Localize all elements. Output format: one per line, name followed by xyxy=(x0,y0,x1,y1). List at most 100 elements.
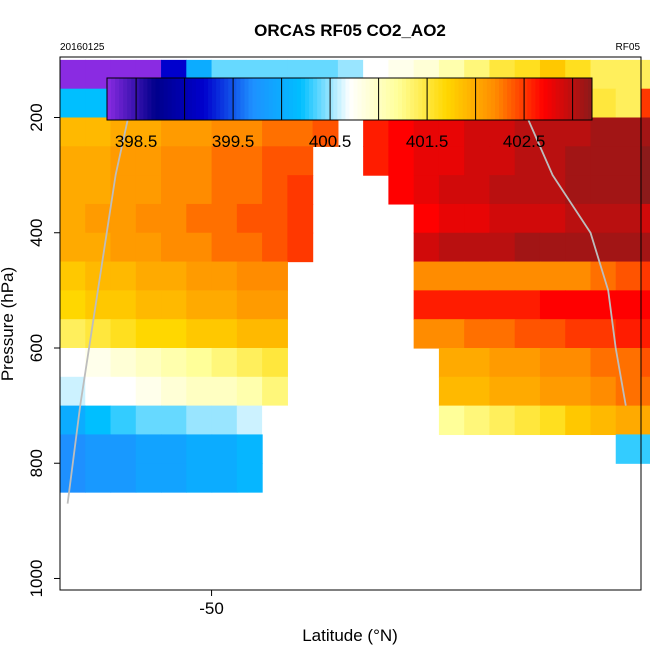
heatmap-cell xyxy=(464,405,491,436)
heatmap-cell xyxy=(211,290,238,320)
colorbar: 398.5 399.5 400.5 401.5 402.5 xyxy=(106,77,593,151)
heatmap-cell xyxy=(565,232,592,263)
heatmap-cell xyxy=(85,434,112,464)
heatmap-cell xyxy=(590,59,617,90)
heatmap-cell xyxy=(85,405,112,436)
heatmap-cell xyxy=(110,405,137,436)
heatmap-cell xyxy=(590,117,617,147)
heatmap-cell xyxy=(615,434,642,464)
heatmap-cell xyxy=(641,261,650,291)
heatmap-cell xyxy=(590,405,617,436)
colorbar-segment xyxy=(240,78,245,120)
colorbar-segment xyxy=(131,78,136,120)
heatmap-cell xyxy=(262,146,288,176)
colorbar-segment xyxy=(252,78,258,120)
colorbar-segment xyxy=(264,78,270,120)
heatmap-cell xyxy=(590,376,617,407)
heatmap-cell xyxy=(161,347,187,378)
colorbar-segment xyxy=(478,78,484,120)
heatmap-cell xyxy=(438,175,465,205)
heatmap-cell xyxy=(110,146,137,176)
colorbar-segment xyxy=(305,78,310,120)
heatmap-cell xyxy=(438,117,465,147)
colorbar-segment xyxy=(381,78,387,120)
colorbar-segment xyxy=(212,78,217,120)
heatmap-cell xyxy=(413,232,440,263)
heatmap-cell xyxy=(438,405,465,436)
heatmap-cell xyxy=(464,146,491,176)
heatmap-cell xyxy=(262,175,288,205)
heatmap-cell xyxy=(186,434,213,464)
heatmap-cell xyxy=(135,146,162,176)
colorbar-segment xyxy=(418,78,423,120)
heatmap-cell xyxy=(236,463,263,493)
heatmap-cell xyxy=(85,376,112,407)
colorbar-segment xyxy=(434,78,439,120)
heatmap-cell xyxy=(85,290,112,320)
colorbar-segment xyxy=(119,78,124,120)
heatmap-cell xyxy=(464,376,491,407)
heatmap-cell xyxy=(186,319,213,349)
heatmap-cell xyxy=(514,146,541,176)
heatmap-cell xyxy=(110,376,137,407)
colorbar-segment xyxy=(301,78,306,120)
colorbar-segment xyxy=(175,78,181,120)
colorbar-segment xyxy=(244,78,249,120)
colorbar-segment xyxy=(438,78,443,120)
date-label: 20160125 xyxy=(60,42,105,53)
colorbar-segment xyxy=(442,78,447,120)
heatmap-cell xyxy=(413,175,440,205)
colorbar-segment xyxy=(555,78,561,120)
heatmap-cell xyxy=(514,405,541,436)
colorbar-segment xyxy=(163,78,169,120)
heatmap-cell xyxy=(464,175,491,205)
colorbar-segment xyxy=(551,78,557,120)
heatmap-cell xyxy=(135,405,162,436)
heatmap-cell xyxy=(413,117,440,147)
heatmap-cell xyxy=(135,434,162,464)
colorbar-segment xyxy=(430,78,435,120)
colorbar-segment xyxy=(220,78,225,120)
heatmap-cell xyxy=(60,146,86,176)
heatmap-cell xyxy=(262,405,288,436)
heatmap-cell xyxy=(489,290,516,320)
colorbar-segment xyxy=(357,78,363,120)
heatmap-cell xyxy=(489,347,516,378)
colorbar-segment xyxy=(187,78,193,120)
colorbar-segment xyxy=(143,78,148,120)
heatmap-cell xyxy=(262,319,288,349)
heatmap-cell xyxy=(236,117,263,147)
heatmap-cell xyxy=(110,347,137,378)
colorbar-segment xyxy=(474,78,480,120)
heatmap-cell xyxy=(413,203,440,234)
colorbar-segment xyxy=(224,78,229,120)
colorbar-segment xyxy=(583,78,589,120)
heatmap-cell xyxy=(85,463,112,493)
colorbar-segment xyxy=(111,78,116,120)
colorbar-segment xyxy=(587,78,593,120)
heatmap-cell xyxy=(641,405,650,436)
colorbar-segment xyxy=(398,78,403,120)
heatmap-cell xyxy=(565,290,592,320)
heatmap-cell xyxy=(489,203,516,234)
colorbar-segment xyxy=(337,78,342,120)
heatmap-cell xyxy=(464,290,491,320)
heatmap-cell xyxy=(641,232,650,263)
heatmap-cell xyxy=(514,117,541,147)
heatmap-cell xyxy=(135,347,162,378)
heatmap-cell xyxy=(85,232,112,263)
heatmap-cell xyxy=(211,405,238,436)
heatmap-cell xyxy=(262,290,288,320)
heatmap-cell xyxy=(615,175,642,205)
heatmap-cell xyxy=(110,434,137,464)
heatmap-cell xyxy=(161,232,187,263)
colorbar-segment xyxy=(450,78,456,120)
heatmap-cell xyxy=(211,232,238,263)
heatmap-cell xyxy=(489,376,516,407)
colorbar-segment xyxy=(567,78,573,120)
heatmap-cell xyxy=(489,232,516,263)
heatmap-cell xyxy=(590,88,617,119)
heatmap-cell xyxy=(186,203,213,234)
colorbar-segment xyxy=(482,78,488,120)
heatmap-cell xyxy=(236,347,263,378)
